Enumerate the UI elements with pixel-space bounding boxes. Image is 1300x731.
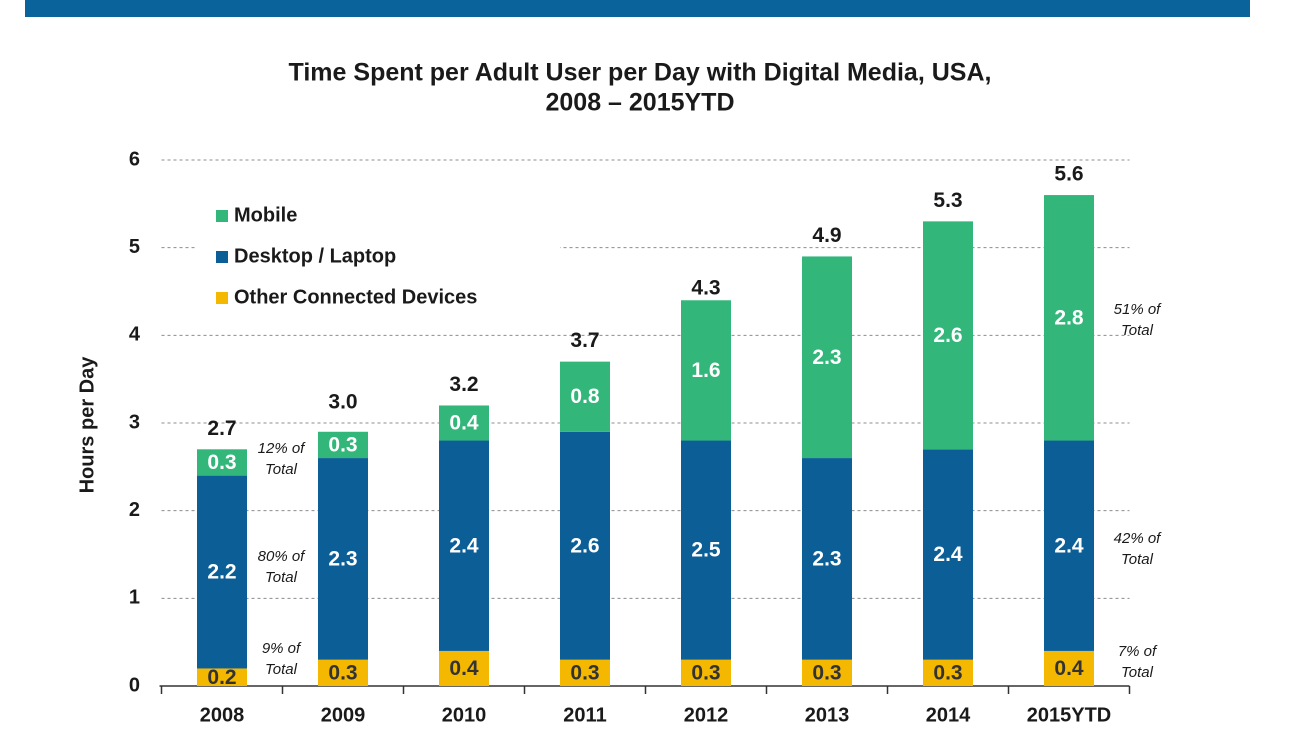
bar-value-label: 2.6: [933, 324, 962, 347]
x-tick-label: 2009: [321, 704, 366, 726]
annotation: 51% of: [1114, 301, 1163, 318]
bar-value-label: 1.6: [691, 359, 720, 382]
x-tick-label: 2010: [442, 704, 487, 726]
bar-total-label: 5.6: [1054, 163, 1083, 186]
bar-value-label: 2.2: [207, 561, 236, 584]
bar-segment: [1044, 195, 1094, 441]
bar-value-label: 2.4: [933, 543, 963, 566]
bar-segment: [197, 449, 247, 476]
x-tick-label: 2012: [684, 704, 729, 726]
bar-segment: [802, 256, 852, 459]
bar-value-label: 2.4: [449, 534, 479, 557]
annotation: Total: [1121, 551, 1154, 568]
annotation: 7% of: [1118, 643, 1158, 660]
legend-background: [195, 192, 560, 317]
bar-value-label: 0.4: [1054, 657, 1084, 680]
bar-segment: [802, 659, 852, 686]
annotation: 9% of: [262, 640, 302, 657]
annotation: Total: [265, 461, 298, 478]
bar-value-label: 2.8: [1054, 306, 1084, 329]
bar-total-label: 3.2: [449, 373, 478, 396]
bar-total-label: 4.9: [812, 224, 841, 247]
legend-swatch: [216, 292, 228, 304]
legend-swatch: [216, 251, 228, 263]
bar-value-label: 0.3: [328, 661, 357, 684]
bar-value-label: 0.8: [570, 385, 600, 408]
y-tick-label: 6: [129, 148, 140, 170]
bar-segment: [923, 449, 973, 660]
bar-segment: [439, 405, 489, 441]
bar-value-label: 2.5: [691, 539, 721, 562]
y-tick-label: 4: [129, 324, 141, 346]
bar-value-label: 0.3: [812, 661, 841, 684]
bar-total-label: 3.0: [328, 391, 357, 414]
y-tick-label: 2: [129, 499, 140, 521]
bar-segment: [1044, 440, 1094, 651]
bar-value-label: 0.4: [449, 657, 479, 680]
legend-swatch: [216, 210, 228, 222]
x-tick-label: 2015YTD: [1027, 704, 1112, 726]
bar-total-label: 4.3: [691, 277, 720, 300]
bar-value-label: 0.3: [691, 661, 720, 684]
legend-label: Desktop / Laptop: [234, 245, 396, 267]
bar-segment: [681, 440, 731, 660]
bar-segment: [923, 221, 973, 450]
bar-value-label: 0.3: [328, 433, 357, 456]
bar-segment: [560, 431, 610, 660]
legend-label: Other Connected Devices: [234, 286, 477, 308]
bar-segment: [560, 361, 610, 432]
bar-segment: [318, 458, 368, 660]
y-tick-label: 1: [129, 587, 140, 609]
bar-segment: [802, 458, 852, 660]
bar-segment: [560, 659, 610, 686]
bar-segment: [1044, 650, 1094, 686]
legend-label: Mobile: [234, 204, 297, 226]
bar-segment: [318, 431, 368, 459]
x-tick-label: 2014: [926, 704, 971, 726]
bar-total-label: 5.3: [933, 189, 962, 212]
bar-value-label: 0.3: [570, 661, 599, 684]
bar-value-label: 2.3: [812, 547, 841, 570]
bar-value-label: 2.4: [1054, 534, 1084, 557]
bar-value-label: 0.4: [449, 412, 479, 435]
annotation: 12% of: [258, 440, 307, 457]
bar-segment: [197, 475, 247, 669]
annotation: Total: [265, 569, 298, 586]
bar-segment: [681, 659, 731, 686]
bar-segment: [681, 300, 731, 441]
bar-value-label: 0.2: [207, 666, 236, 689]
annotation: Total: [1121, 322, 1154, 339]
x-tick-label: 2011: [563, 704, 606, 726]
bar-segment: [439, 440, 489, 651]
bar-segment: [439, 650, 489, 686]
bar-value-label: 2.3: [812, 346, 841, 369]
bar-value-label: 0.3: [933, 661, 962, 684]
bar-segment: [197, 668, 247, 686]
chart-title: Time Spent per Adult User per Day with D…: [289, 59, 992, 87]
bar-total-label: 2.7: [207, 417, 236, 440]
bar-segment: [318, 659, 368, 686]
bar-total-label: 3.7: [570, 329, 599, 352]
header-band: [25, 0, 1250, 17]
bar-value-label: 0.3: [207, 451, 236, 474]
y-tick-label: 3: [129, 411, 140, 433]
y-axis-label: Hours per Day: [76, 356, 98, 494]
y-tick-label: 5: [129, 236, 140, 258]
y-tick-label: 0: [129, 674, 140, 696]
annotation: Total: [265, 661, 298, 678]
bar-value-label: 2.3: [328, 547, 357, 570]
chart-title: 2008 – 2015YTD: [545, 89, 734, 117]
x-tick-label: 2008: [200, 704, 245, 726]
bar-segment: [923, 659, 973, 686]
annotation: Total: [1121, 664, 1154, 681]
x-tick-label: 2013: [805, 704, 850, 726]
bar-value-label: 2.6: [570, 534, 599, 557]
annotation: 42% of: [1114, 530, 1163, 547]
annotation: 80% of: [258, 548, 307, 565]
